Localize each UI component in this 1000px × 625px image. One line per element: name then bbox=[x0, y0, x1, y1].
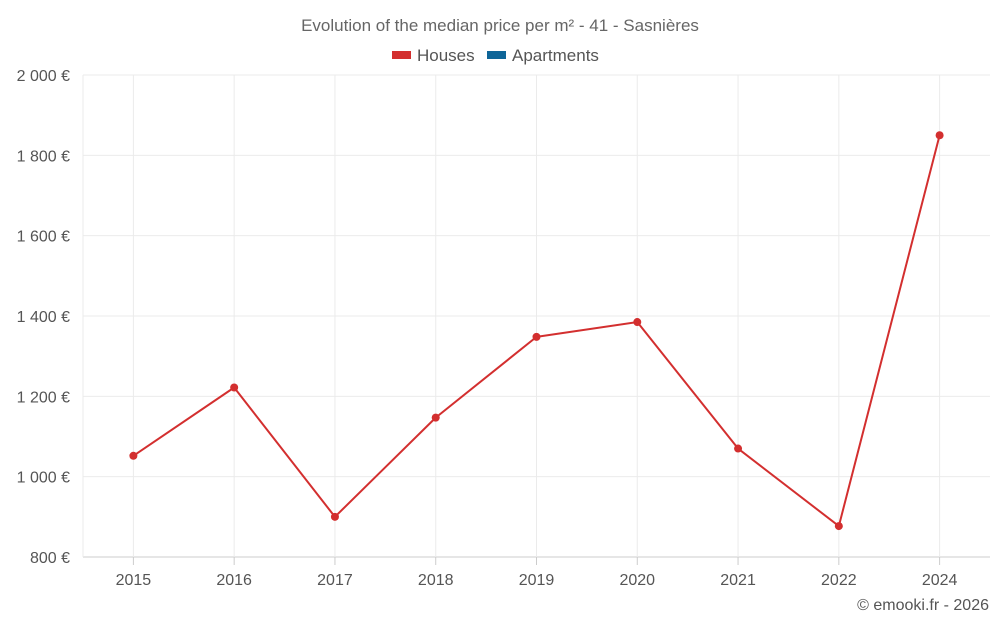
credit-text: © emooki.fr - 2026 bbox=[857, 597, 989, 614]
y-tick-label: 1 400 € bbox=[17, 309, 70, 326]
y-tick-label: 2 000 € bbox=[17, 68, 70, 85]
x-tick-label: 2020 bbox=[619, 572, 655, 589]
series-houses bbox=[129, 131, 944, 531]
data-point-2020[interactable] bbox=[633, 318, 642, 327]
y-tick-label: 1 600 € bbox=[17, 229, 70, 246]
data-point-2024[interactable] bbox=[935, 131, 944, 140]
x-axis: 2015 2016 2017 2018 2019 2020 2021 2022 2024 bbox=[116, 557, 958, 589]
legend-swatch-houses[interactable] bbox=[392, 51, 411, 59]
data-point-2018[interactable] bbox=[431, 413, 440, 422]
legend-swatch-apartments[interactable] bbox=[487, 51, 506, 59]
y-tick-label: 1 000 € bbox=[17, 470, 70, 487]
x-tick-label: 2017 bbox=[317, 572, 353, 589]
data-point-2019[interactable] bbox=[532, 332, 541, 341]
chart-title: Evolution of the median price per m² - 4… bbox=[301, 16, 699, 35]
legend-label-houses[interactable]: Houses bbox=[417, 46, 475, 65]
y-tick-label: 1 200 € bbox=[17, 389, 70, 406]
data-point-2021[interactable] bbox=[734, 444, 743, 453]
x-tick-label: 2022 bbox=[821, 572, 857, 589]
x-tick-label: 2021 bbox=[720, 572, 756, 589]
data-point-2022[interactable] bbox=[834, 522, 843, 531]
data-point-2017[interactable] bbox=[330, 512, 339, 521]
x-tick-label: 2018 bbox=[418, 572, 454, 589]
legend-label-apartments[interactable]: Apartments bbox=[512, 46, 599, 65]
x-tick-label: 2024 bbox=[922, 572, 958, 589]
legend: Houses Apartments bbox=[392, 46, 599, 65]
data-point-2016[interactable] bbox=[230, 383, 239, 392]
x-tick-label: 2016 bbox=[216, 572, 252, 589]
data-point-2015[interactable] bbox=[129, 451, 138, 460]
y-axis: 800 € 1 000 € 1 200 € 1 400 € 1 600 € 1 800 €… bbox=[17, 68, 70, 567]
grid bbox=[82, 74, 990, 558]
x-tick-label: 2015 bbox=[116, 572, 152, 589]
y-tick-label: 800 € bbox=[30, 550, 70, 567]
y-tick-label: 1 800 € bbox=[17, 148, 70, 165]
x-tick-label: 2019 bbox=[519, 572, 555, 589]
